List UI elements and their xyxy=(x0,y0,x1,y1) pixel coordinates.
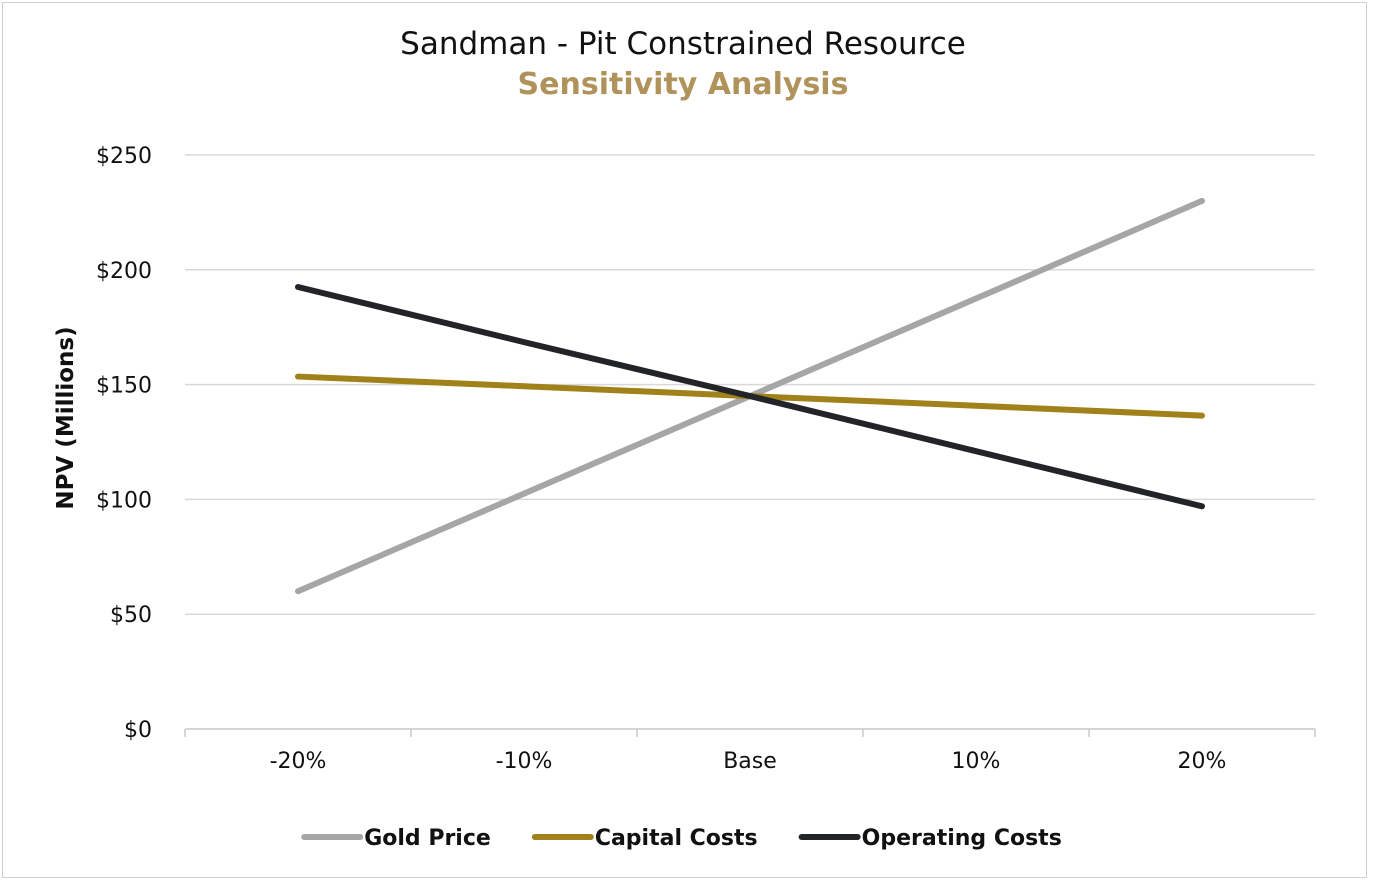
x-axis xyxy=(184,728,1316,737)
chart-subtitle: Sensitivity Analysis xyxy=(518,67,849,102)
y-tick-label: $200 xyxy=(96,259,152,284)
legend-item-operating-costs: Operating Costs xyxy=(798,826,1062,851)
y-tick-label: $150 xyxy=(96,374,152,399)
legend-item-capital-costs: Capital Costs xyxy=(531,826,758,851)
legend: Gold Price Capital Costs Operating Costs xyxy=(301,826,1062,851)
y-tick-label: $250 xyxy=(96,144,152,169)
x-tick-label: Base xyxy=(723,749,777,774)
y-axis-tick-labels: $0 $50 $100 $150 $200 $250 xyxy=(96,144,152,743)
y-tick-label: $50 xyxy=(110,603,152,628)
y-tick-label: $0 xyxy=(124,718,152,743)
gridlines xyxy=(185,154,1315,615)
x-axis-tick-labels: -20% -10% Base 10% 20% xyxy=(270,749,1227,774)
x-tick-label: -10% xyxy=(496,749,553,774)
y-axis-label: NPV (Millions) xyxy=(53,326,79,509)
x-tick-label: 10% xyxy=(952,749,1001,774)
legend-label: Gold Price xyxy=(364,826,491,851)
series-line-operating-costs xyxy=(295,284,1205,510)
chart-title: Sandman - Pit Constrained Resource xyxy=(400,26,966,62)
legend-label: Operating Costs xyxy=(862,826,1062,851)
legend-item-gold-price: Gold Price xyxy=(301,826,491,851)
series-lines xyxy=(295,197,1205,595)
x-tick-label: 20% xyxy=(1178,749,1227,774)
x-tick-label: -20% xyxy=(270,749,327,774)
y-tick-label: $100 xyxy=(96,488,152,513)
legend-label: Capital Costs xyxy=(595,826,758,851)
